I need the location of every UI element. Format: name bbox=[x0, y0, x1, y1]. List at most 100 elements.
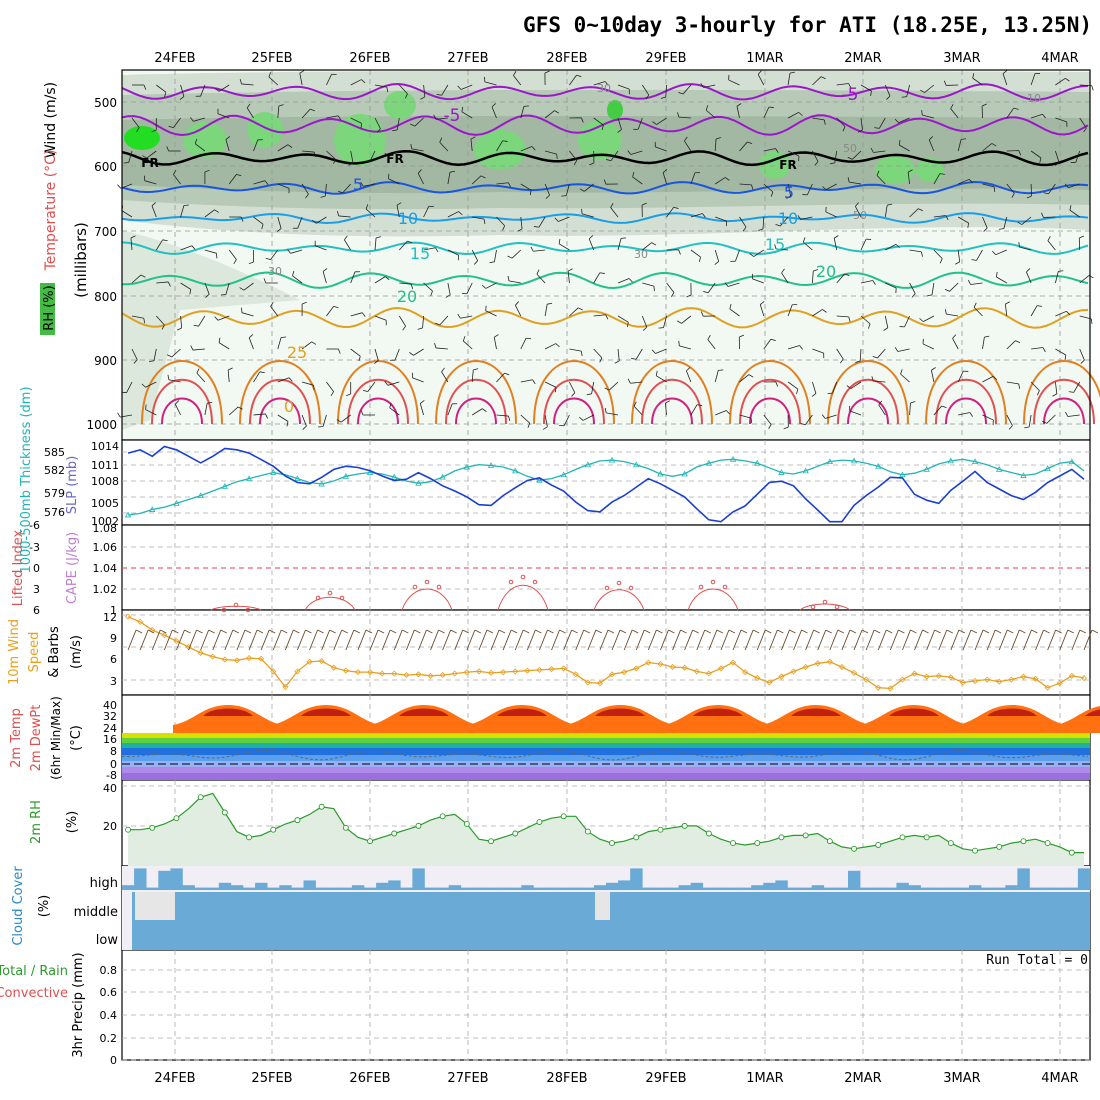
day-label-top: 1MAR bbox=[746, 51, 783, 66]
wind-barb-tick bbox=[653, 286, 655, 292]
wind-barb bbox=[666, 282, 675, 293]
wind-barb-tick bbox=[502, 225, 506, 231]
surface-wind-barb bbox=[139, 629, 149, 651]
cape-tick: 1.04 bbox=[93, 562, 118, 575]
cape-bump bbox=[210, 605, 262, 611]
cloud-high-bar bbox=[255, 882, 268, 890]
surface-wind-barb-tick bbox=[970, 629, 978, 634]
wind-speed-marker bbox=[197, 649, 204, 656]
surface-wind-barb-tick bbox=[1079, 629, 1087, 634]
wind-barb-tick bbox=[991, 143, 997, 147]
surface-wind-barb bbox=[998, 629, 1008, 651]
wind-barb bbox=[131, 274, 142, 284]
wind-barb bbox=[1006, 107, 1015, 119]
li-tick: 3 bbox=[33, 583, 40, 596]
wind-barb bbox=[1055, 117, 1067, 123]
wind-speed-marker bbox=[475, 668, 483, 675]
wind-barb-tick bbox=[802, 237, 806, 243]
wind-barb bbox=[301, 414, 307, 427]
wind-barb-tick bbox=[581, 208, 583, 214]
wind-barb-tick bbox=[567, 268, 573, 272]
wind-barb bbox=[970, 282, 983, 285]
wind-barb-tick bbox=[361, 312, 366, 317]
cape-marker bbox=[508, 579, 514, 585]
cloud-unit-label: (%) bbox=[37, 895, 52, 918]
surface-wind-barb bbox=[454, 629, 464, 651]
contour-label: FR bbox=[141, 156, 158, 170]
surface-wind-barb-tick bbox=[510, 629, 518, 634]
surface-wind-barb-tick bbox=[1067, 629, 1074, 634]
wind-barb bbox=[369, 150, 376, 162]
cape-marker bbox=[412, 584, 418, 590]
surface-wind-barb-tick bbox=[898, 629, 905, 634]
surface-wind-barb-tick bbox=[571, 629, 578, 634]
wind-speed-marker bbox=[911, 670, 918, 677]
wind-barb bbox=[388, 150, 400, 157]
surface-wind-barb-tick bbox=[256, 629, 264, 634]
cape-marker bbox=[810, 604, 816, 610]
surface-wind-barb bbox=[708, 629, 718, 651]
wind-barb bbox=[508, 280, 521, 284]
wind-barb-tick bbox=[783, 426, 789, 430]
wind-barb-tick bbox=[671, 292, 675, 297]
wind-barb bbox=[423, 84, 426, 97]
wind-barb-tick bbox=[729, 304, 732, 310]
wind-barb-tick bbox=[800, 423, 806, 426]
rh-marker bbox=[197, 794, 204, 801]
wind-barb-tick bbox=[410, 123, 415, 127]
wind-barb bbox=[922, 114, 934, 119]
wind-barb-tick bbox=[205, 293, 210, 298]
thickness-marker bbox=[923, 466, 930, 472]
surface-wind-barb bbox=[284, 629, 294, 651]
wind-barb-tick bbox=[330, 391, 334, 397]
wind-barb-tick bbox=[1069, 205, 1072, 211]
day-label-bottom: 28FEB bbox=[546, 1071, 587, 1086]
wind-barb-tick bbox=[665, 400, 670, 404]
wind-barb-tick bbox=[945, 215, 949, 221]
wind-barb bbox=[952, 338, 959, 350]
rh-marker bbox=[294, 817, 301, 824]
rh-marker bbox=[826, 838, 833, 845]
rh-patch bbox=[607, 100, 623, 120]
temp-diurnal-peak bbox=[497, 708, 547, 716]
wind-barb-tick bbox=[502, 140, 508, 142]
wind-speed-marker bbox=[463, 669, 470, 676]
surface-wind-barb bbox=[345, 629, 355, 651]
wind-barb-tick bbox=[259, 371, 265, 374]
wind-barb bbox=[759, 304, 765, 317]
wind-barb-tick bbox=[707, 335, 711, 340]
cloud-high-bar bbox=[581, 887, 595, 890]
rh-marker bbox=[851, 845, 857, 852]
contour-label: 50 bbox=[853, 209, 867, 222]
wind-barb-tick bbox=[1042, 420, 1047, 424]
surface-wind-barb-tick bbox=[656, 629, 663, 634]
wind-barb bbox=[933, 215, 946, 218]
rh-marker bbox=[391, 830, 398, 837]
wind-barb-tick bbox=[606, 159, 612, 162]
heating-contour bbox=[641, 378, 703, 425]
rh-marker bbox=[149, 824, 156, 831]
rh-patch bbox=[124, 126, 160, 150]
wind-barb-tick bbox=[857, 129, 863, 133]
heating-contour bbox=[239, 360, 321, 425]
contour-label: 5 bbox=[353, 175, 363, 194]
contour-label: 20 bbox=[397, 287, 417, 306]
wind-speed-marker bbox=[742, 669, 749, 676]
cloud-high-bar bbox=[751, 885, 764, 890]
wind-barb-tick bbox=[336, 419, 342, 423]
surface-wind-barb-tick bbox=[208, 629, 215, 634]
wind-barb bbox=[277, 337, 282, 350]
wind-barb bbox=[128, 150, 133, 163]
wind-barb-tick bbox=[781, 268, 785, 274]
wind-barb bbox=[1073, 381, 1081, 393]
surface-wind-barb-tick bbox=[535, 629, 542, 634]
surface-wind-barb bbox=[744, 629, 754, 651]
cape-marker bbox=[339, 595, 345, 601]
surface-wind-barb bbox=[188, 629, 197, 651]
cape-marker bbox=[315, 595, 321, 601]
wind-barb bbox=[389, 407, 400, 416]
surface-wind-barb bbox=[127, 629, 137, 651]
wind-speed-marker bbox=[487, 669, 495, 676]
wind-barb bbox=[933, 173, 941, 185]
